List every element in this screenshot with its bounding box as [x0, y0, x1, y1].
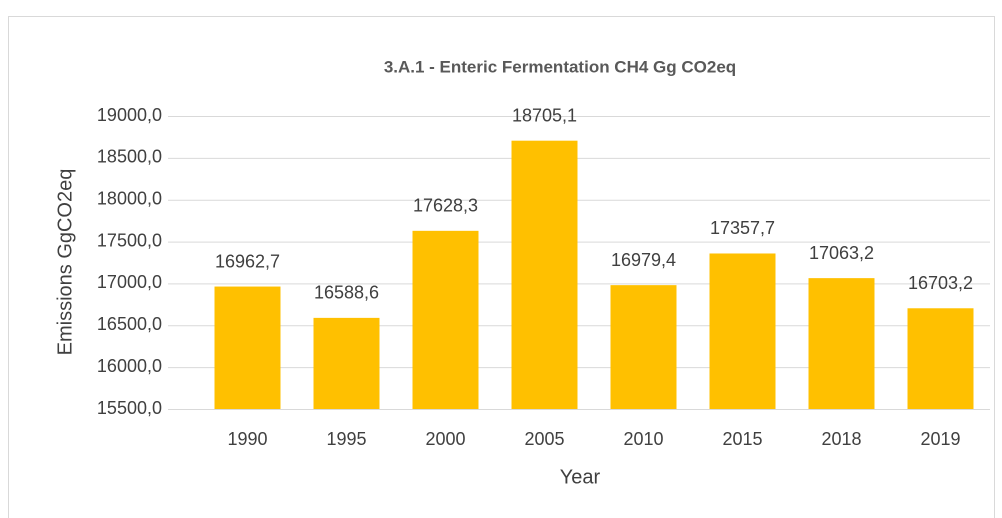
y-tick-label: 17500,0: [97, 230, 162, 250]
bar: [808, 278, 875, 409]
bar: [214, 286, 281, 409]
bar: [709, 253, 776, 409]
chart-border: [8, 16, 995, 518]
x-tick-label: 1995: [326, 429, 366, 449]
value-label: 16588,6: [314, 283, 379, 303]
value-label: 16962,7: [215, 251, 280, 271]
y-tick-label: 17000,0: [97, 272, 162, 292]
x-tick-label: 2005: [524, 429, 564, 449]
x-tick-label: 2015: [722, 429, 762, 449]
y-tick-label: 16000,0: [97, 356, 162, 376]
bar: [907, 308, 974, 409]
y-tick-label: 18500,0: [97, 147, 162, 167]
value-label: 17063,2: [809, 243, 874, 263]
y-tick-label: 19000,0: [97, 105, 162, 125]
x-axis-label: Year: [560, 466, 601, 488]
value-label: 17357,7: [710, 218, 775, 238]
x-tick-label: 2018: [821, 429, 861, 449]
value-label: 17628,3: [413, 196, 478, 216]
bar: [511, 140, 578, 409]
y-tick-label: 18000,0: [97, 188, 162, 208]
x-tick-label: 2000: [425, 429, 465, 449]
value-label: 16979,4: [611, 250, 676, 270]
y-tick-label: 15500,0: [97, 398, 162, 418]
x-tick-label: 1990: [227, 429, 267, 449]
bar: [412, 230, 479, 409]
value-label: 18705,1: [512, 105, 577, 125]
chart-title: 3.A.1 - Enteric Fermentation CH4 Gg CO2e…: [384, 57, 736, 76]
x-tick-label: 2019: [920, 429, 960, 449]
y-tick-label: 16500,0: [97, 314, 162, 334]
bar: [610, 285, 677, 409]
bar: [313, 317, 380, 409]
x-tick-label: 2010: [623, 429, 663, 449]
value-label: 16703,2: [908, 273, 973, 293]
y-axis-label: Emissions GgCO2eq: [54, 169, 76, 356]
